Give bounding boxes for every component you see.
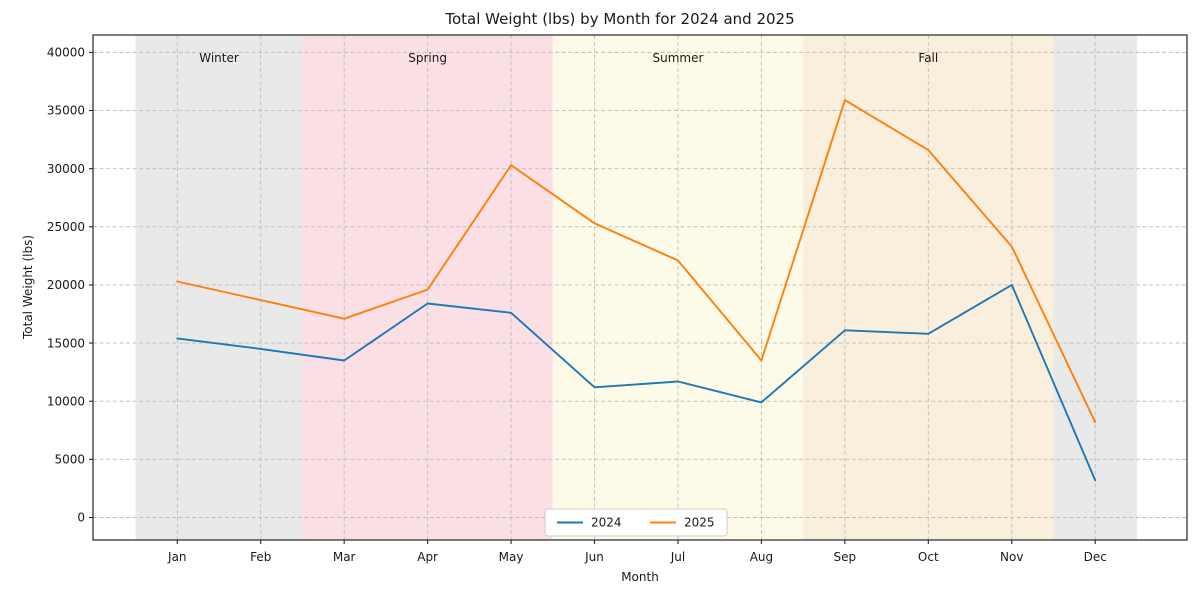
y-tick-label: 35000	[47, 104, 85, 118]
y-tick-label: 0	[77, 511, 85, 525]
x-tick-label: Jun	[584, 550, 604, 564]
x-axis-label: Month	[621, 570, 659, 584]
legend-label-2025: 2025	[684, 516, 715, 530]
x-tick-label: Nov	[1000, 550, 1023, 564]
season-label-spring: Spring	[408, 51, 447, 65]
grid-lines	[93, 35, 1187, 540]
season-label-summer: Summer	[653, 51, 704, 65]
chart-title: Total Weight (lbs) by Month for 2024 and…	[445, 10, 795, 28]
x-tick-label: Feb	[250, 550, 271, 564]
x-tick-label: Mar	[333, 550, 356, 564]
legend-box	[544, 508, 728, 537]
x-tick-label: Oct	[918, 550, 939, 564]
y-tick-label: 5000	[54, 453, 85, 467]
legend-label-2024: 2024	[591, 516, 622, 530]
x-tick-label: Jul	[670, 550, 685, 564]
series-line-2025	[176, 99, 1097, 424]
plot-frame	[92, 34, 1188, 541]
season-label-winter: Winter	[199, 51, 239, 65]
x-tick-label: Aug	[750, 550, 773, 564]
y-tick-label: 40000	[47, 46, 85, 60]
season-label-fall: Fall	[918, 51, 938, 65]
series-line-2024	[176, 283, 1097, 482]
y-tick-label: 10000	[47, 394, 85, 408]
x-tick-label: Sep	[834, 550, 857, 564]
season-band-winter	[135, 35, 303, 540]
legend: 2024 2025	[544, 508, 728, 537]
axis-ticks	[89, 51, 1096, 544]
x-tick-label: May	[499, 550, 524, 564]
x-tick-label: Dec	[1084, 550, 1107, 564]
y-tick-label: 30000	[47, 162, 85, 176]
x-tick-label: Jan	[167, 550, 187, 564]
y-axis-label: Total Weight (lbs)	[21, 234, 35, 340]
x-tick-label: Apr	[417, 550, 438, 564]
y-tick-label: 20000	[47, 278, 85, 292]
y-tick-label: 15000	[47, 336, 85, 350]
y-tick-label: 25000	[47, 220, 85, 234]
